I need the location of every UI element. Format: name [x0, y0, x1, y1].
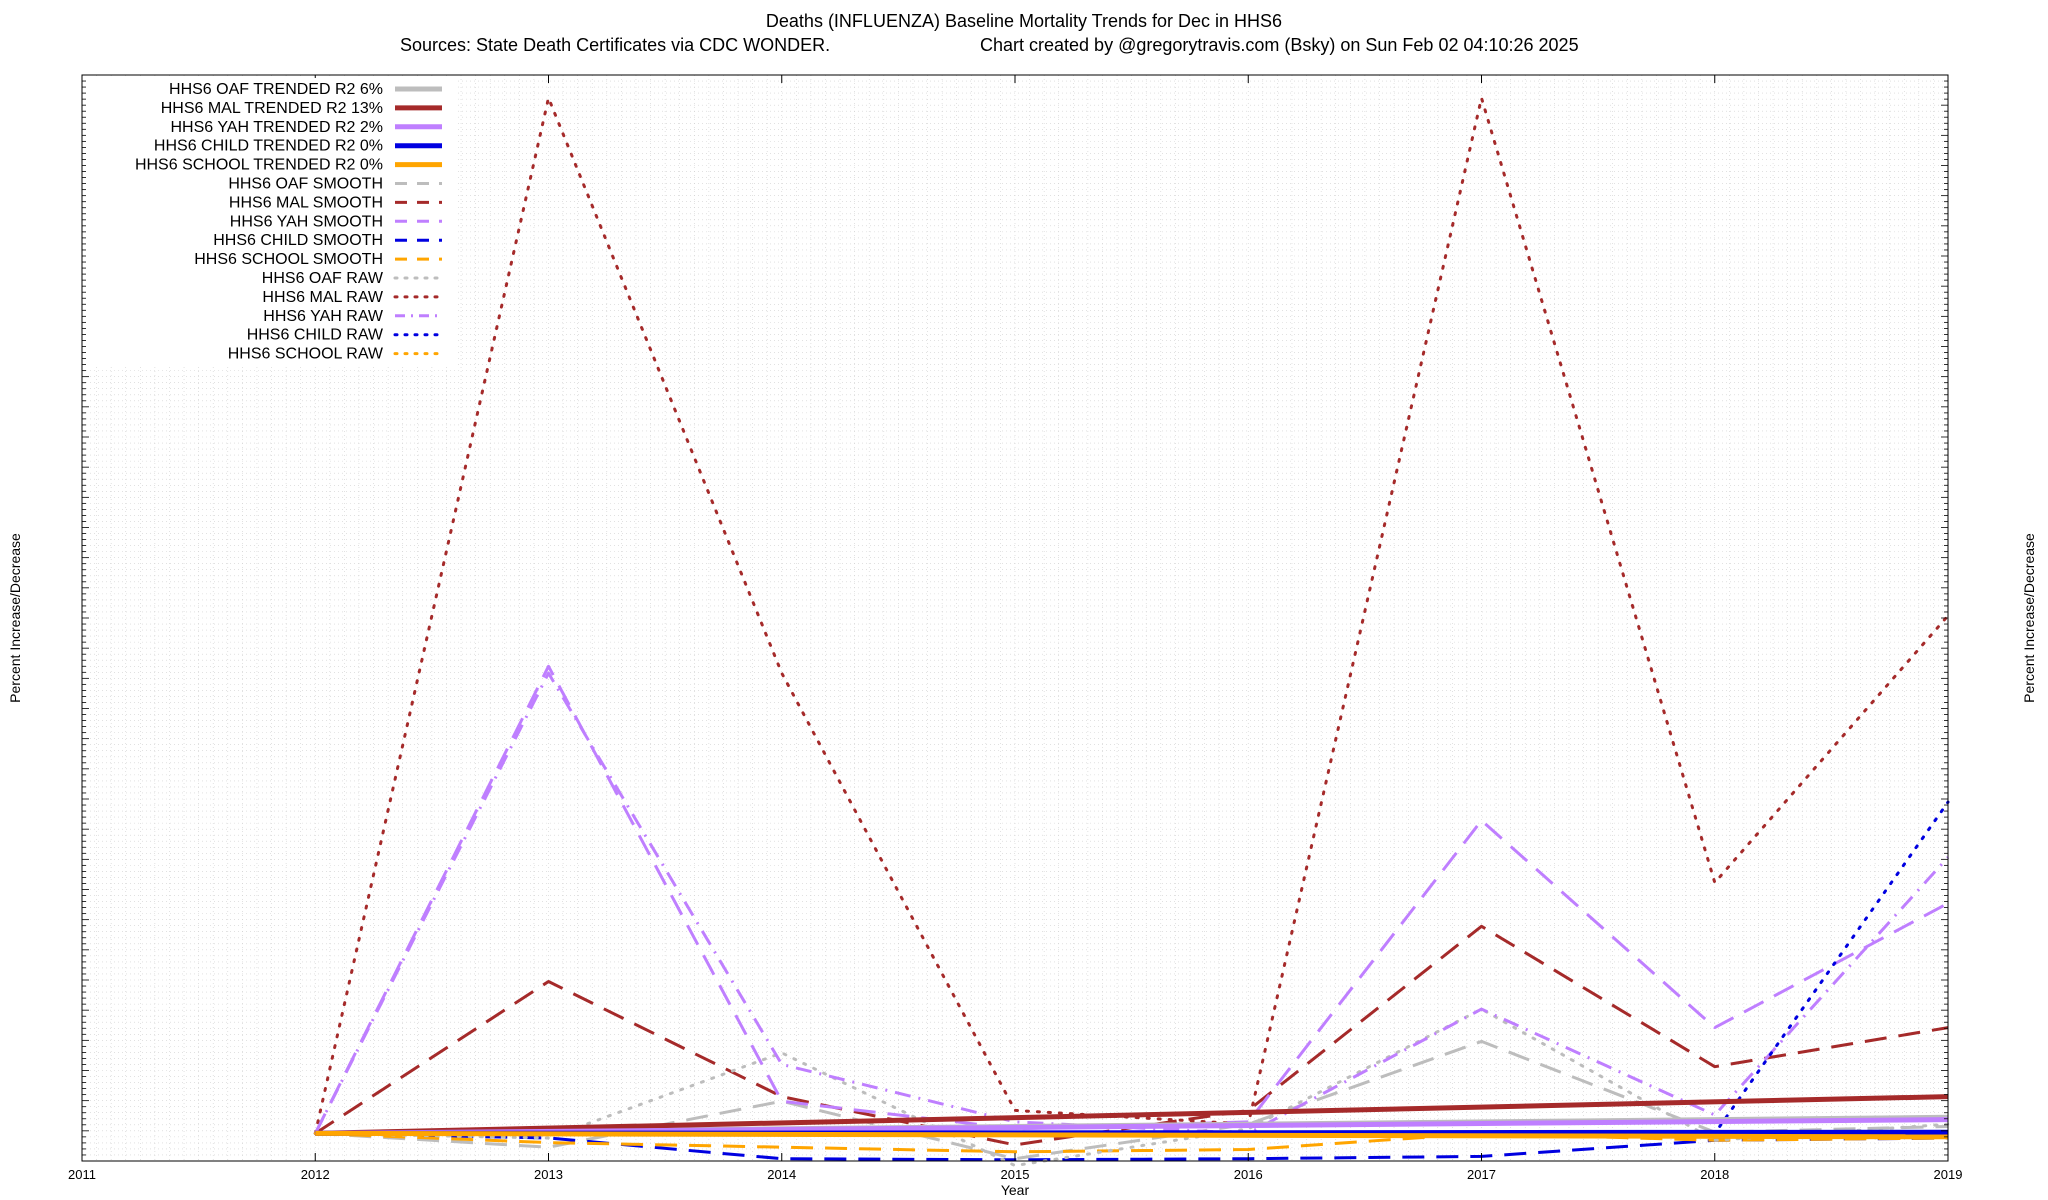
- legend-background: [86, 78, 456, 366]
- legend-label: HHS6 YAH SMOOTH: [230, 213, 383, 230]
- legend-label: HHS6 SCHOOL RAW: [228, 346, 384, 363]
- legend-label: HHS6 CHILD TRENDED R2 0%: [154, 138, 383, 155]
- legend-label: HHS6 SCHOOL TRENDED R2 0%: [135, 157, 383, 174]
- x-tick-label: 2013: [534, 1167, 563, 1182]
- y-axis-label-right: Percent Increase/Decrease: [2021, 533, 2037, 703]
- x-tick-label: 2017: [1467, 1167, 1496, 1182]
- legend-label: HHS6 MAL RAW: [262, 289, 384, 306]
- x-tick-label: 2012: [301, 1167, 330, 1182]
- chart-title: Deaths (INFLUENZA) Baseline Mortality Tr…: [766, 11, 1282, 31]
- grid: [82, 75, 1948, 1161]
- x-tick-label: 2019: [1934, 1167, 1963, 1182]
- chart-subtitle-source: Sources: State Death Certificates via CD…: [400, 35, 830, 55]
- legend-label: HHS6 OAF TRENDED R2 6%: [169, 81, 383, 98]
- series-line-9: [315, 1131, 1949, 1162]
- x-axis: 2011 2012 2013 2014 2015 2016 2017 2018 2019: [68, 75, 1962, 1182]
- series-line-10: [315, 1131, 1949, 1154]
- x-tick-label: 2018: [1700, 1167, 1729, 1182]
- legend-label: HHS6 MAL SMOOTH: [229, 194, 383, 211]
- x-tick-label: 2016: [1234, 1167, 1263, 1182]
- x-tick-label: 2011: [68, 1167, 96, 1182]
- series-line-5: [315, 1130, 1949, 1140]
- x-tick-label: 2015: [1001, 1167, 1030, 1182]
- series-line-6: [315, 1039, 1949, 1161]
- legend-label: HHS6 OAF SMOOTH: [228, 176, 383, 193]
- series-line-12: [313, 96, 1950, 1135]
- chart-subtitle-credit: Chart created by @gregorytravis.com (Bsk…: [980, 35, 1579, 55]
- legend-label: HHS6 YAH TRENDED R2 2%: [170, 119, 383, 136]
- legend-label: HHS6 OAF RAW: [262, 270, 384, 287]
- legend-label: HHS6 CHILD RAW: [247, 327, 384, 344]
- legend-label: HHS6 YAH RAW: [263, 308, 384, 325]
- x-axis-label: Year: [1001, 1182, 1030, 1198]
- legend-label: HHS6 CHILD SMOOTH: [213, 232, 383, 249]
- x-tick-label: 2014: [767, 1167, 796, 1182]
- series-layer: [313, 96, 1950, 1168]
- legend-label: HHS6 MAL TRENDED R2 13%: [161, 100, 383, 117]
- legend-label: HHS6 SCHOOL SMOOTH: [194, 251, 383, 268]
- series-line-2: [315, 1094, 1949, 1136]
- legend: HHS6 OAF TRENDED R2 6% HHS6 MAL TRENDED R…: [86, 78, 456, 366]
- y-axis: [82, 74, 1948, 1162]
- y-axis-label: Percent Increase/Decrease: [7, 533, 23, 703]
